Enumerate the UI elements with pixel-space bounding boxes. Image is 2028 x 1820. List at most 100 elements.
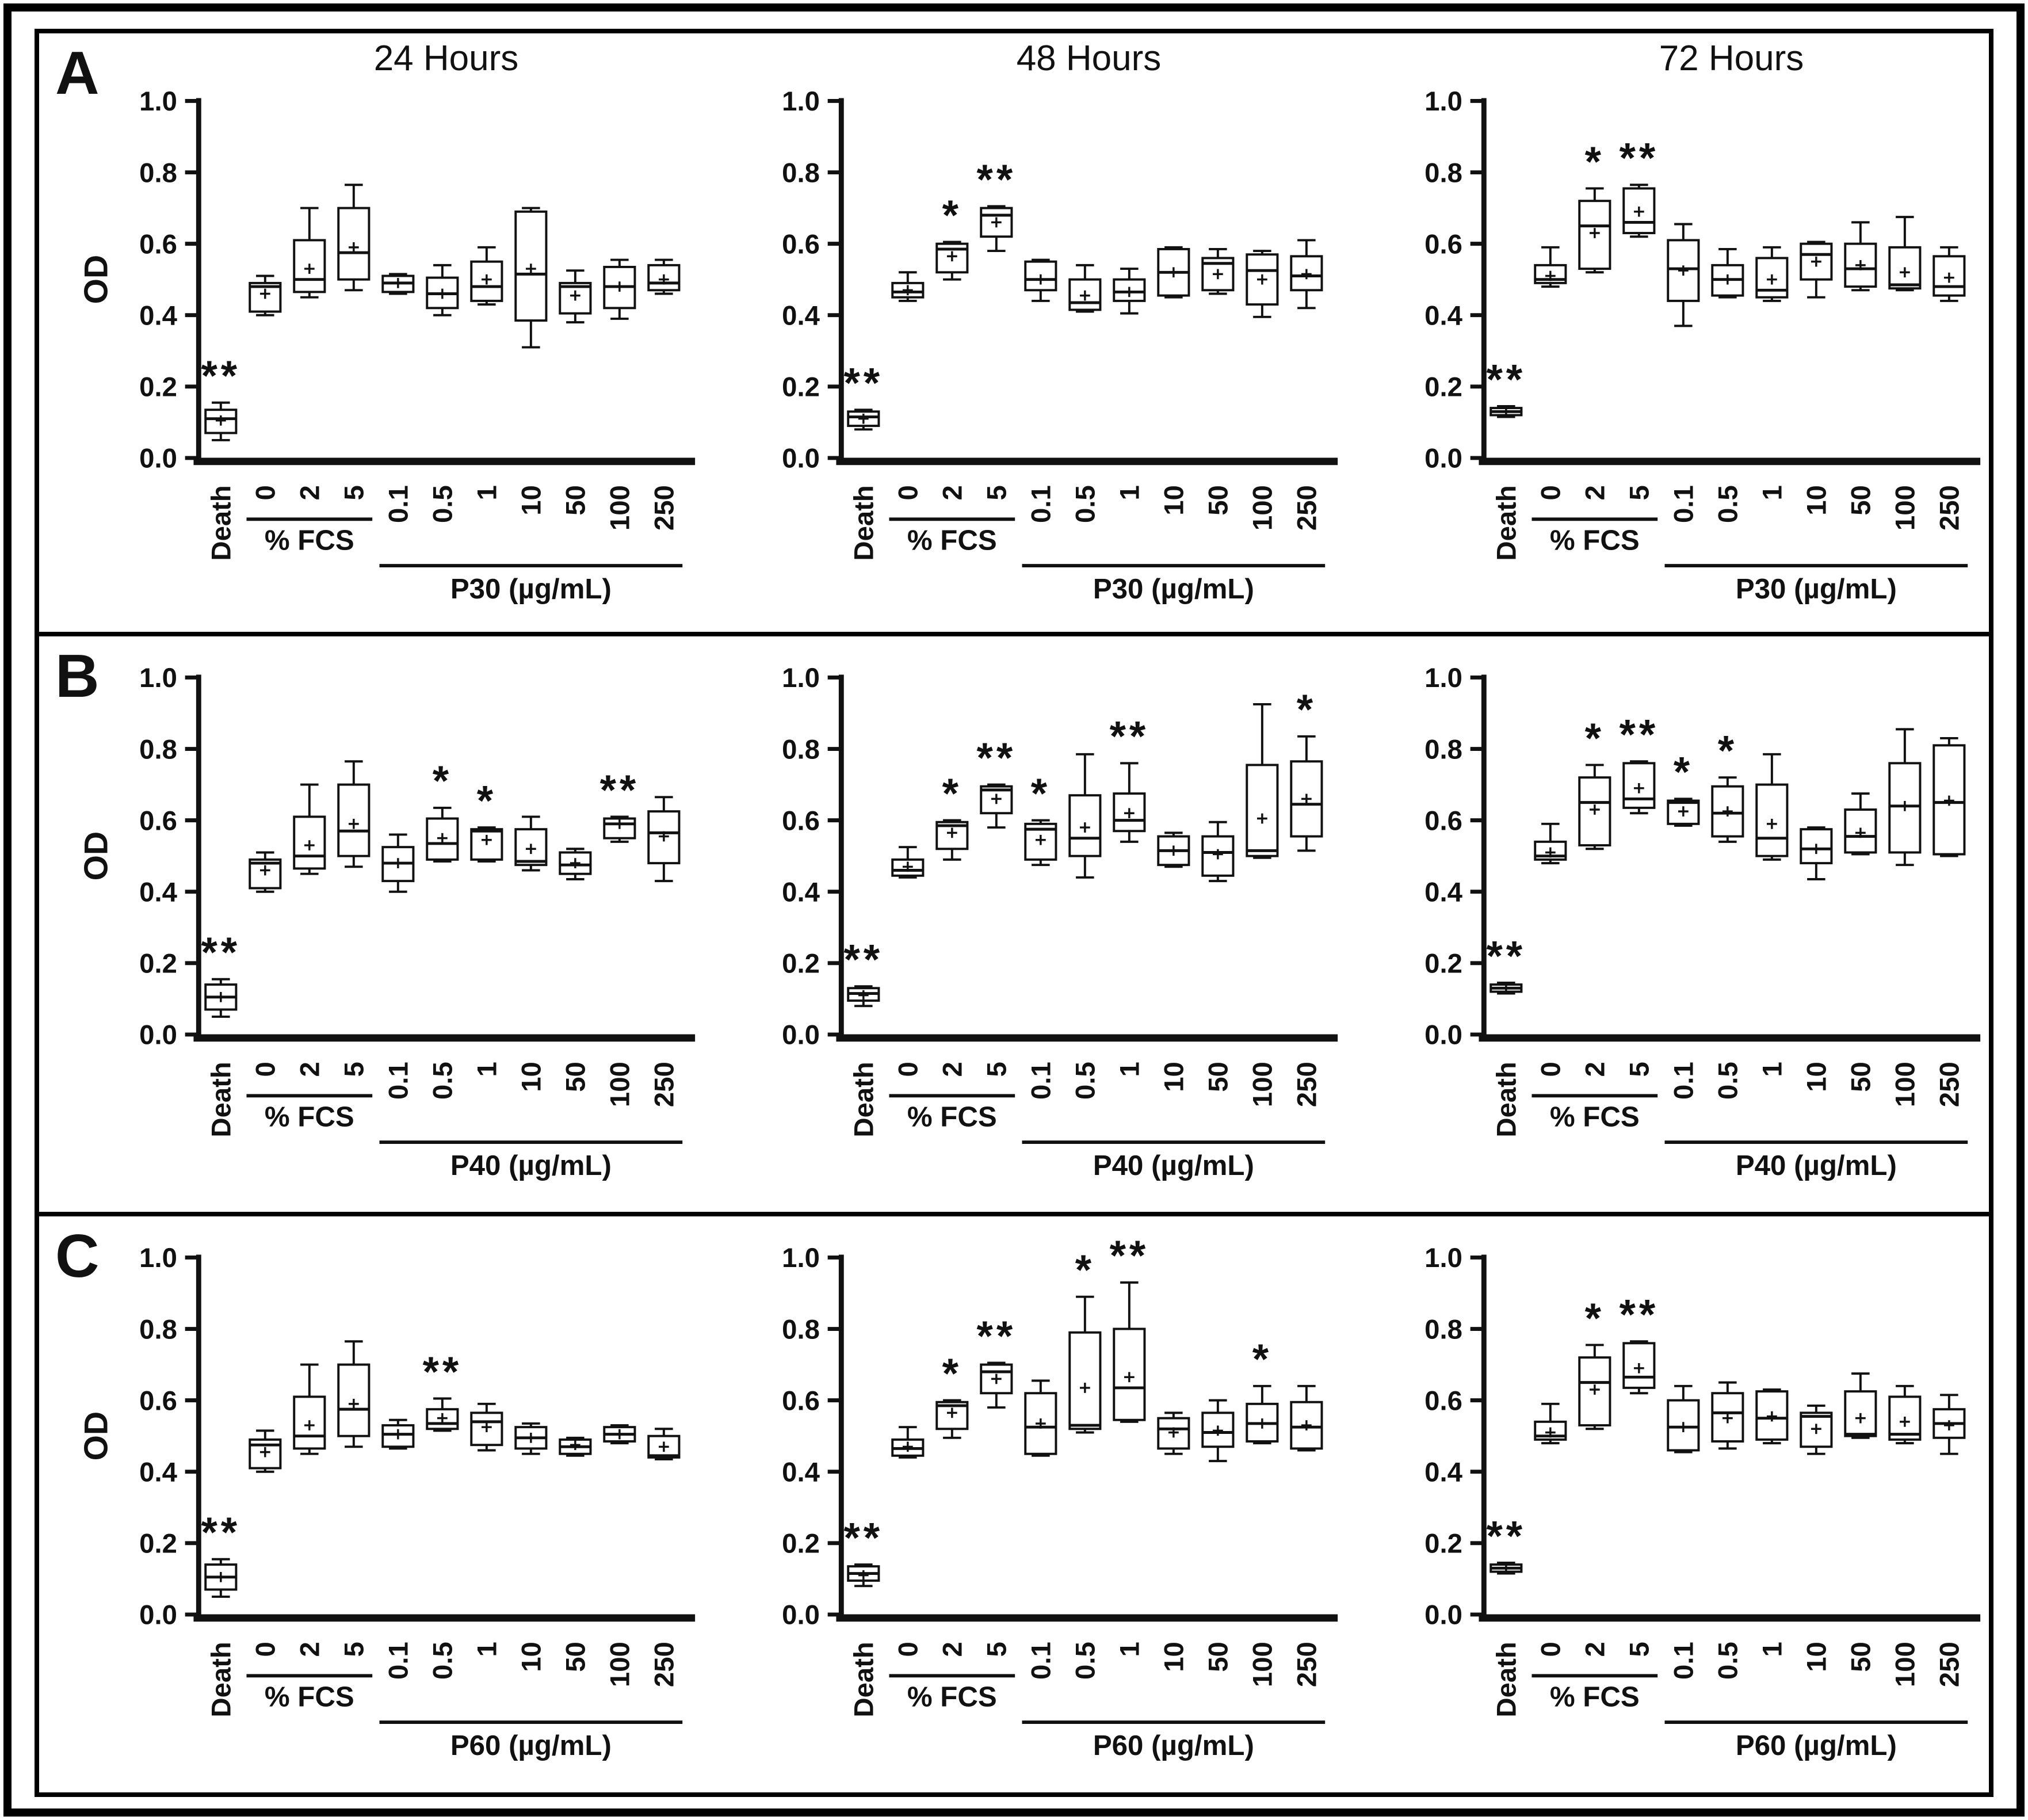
- boxplot-A-24hours: 0.0 0.2 0.4 0.6 0.8 1.0 OD ** Death 0 2 5 0.1 0.5 1 10 5…: [78, 86, 696, 605]
- box-1: ** 1: [1110, 713, 1149, 1077]
- box-0.5: ** 0.5: [423, 1349, 459, 1680]
- significance-stars: *: [1297, 686, 1316, 733]
- x-category-label: 250: [1935, 1062, 1965, 1107]
- x-category-label: 5: [339, 485, 370, 500]
- significance-stars: **: [1487, 933, 1526, 979]
- x-category-label: 2: [295, 1062, 326, 1077]
- significance-stars: **: [201, 1509, 241, 1556]
- boxplot-A-72hours: 0.00.20.40.60.81.0**Death 0*2**5 0.1 0.5 1 10…: [1424, 86, 1981, 605]
- box-250: 250: [1290, 239, 1323, 531]
- dose-group-label: P40 (µg/mL): [1736, 1150, 1897, 1181]
- axes: 0.0 0.2 0.4 0.6 0.8 1.0: [139, 1243, 696, 1631]
- dose-group-label: P30 (µg/mL): [1093, 573, 1254, 605]
- box-Death: ** Death: [1487, 933, 1526, 1138]
- significance-stars: **: [1110, 713, 1149, 760]
- y-tick-label: 0.8: [782, 1314, 820, 1345]
- x-category-label: 0.1: [1026, 1642, 1057, 1680]
- box-Death: ** Death: [1487, 1513, 1523, 1718]
- significance-stars: **: [977, 157, 1017, 203]
- axes: 0.0 0.2 0.4 0.6 0.8 1.0: [1424, 1243, 1981, 1631]
- x-category-label: Death: [1492, 1062, 1522, 1137]
- chart-c-48h: 0.0 0.2 0.4 0.6 0.8 1.0 ** Death 0 * 2 ** 5 0.1 * 0.5 **…: [702, 1236, 1343, 1780]
- box-1: 1: [470, 246, 503, 501]
- x-category-label: 0: [1536, 485, 1567, 500]
- dose-group-label: P30 (µg/mL): [450, 573, 612, 605]
- x-category-label: 0.5: [1713, 1642, 1744, 1680]
- x-category-label: 10: [1159, 485, 1190, 516]
- y-tick-label: 0.0: [1424, 1020, 1462, 1051]
- box-10: 10: [1800, 241, 1833, 516]
- x-category-label: 5: [982, 1642, 1013, 1657]
- x-category-label: 0.1: [384, 1642, 414, 1680]
- x-category-label: 0.5: [428, 1642, 459, 1680]
- column-titles: 24 Hours 48 Hours 72 Hours: [39, 33, 1989, 79]
- box-250: 250: [647, 1428, 681, 1687]
- y-tick-label: 0.0: [1424, 444, 1462, 474]
- significance-stars: **: [600, 767, 640, 814]
- fcs-group-label: % FCS: [907, 1101, 997, 1133]
- y-tick-label: 1.0: [782, 663, 820, 693]
- x-category-label: 10: [1802, 485, 1832, 516]
- box-250: 250: [647, 796, 681, 1107]
- box-0.1: 0.1: [381, 833, 415, 1100]
- x-category-label: 50: [561, 1062, 591, 1092]
- x-category-label: 50: [561, 1642, 591, 1672]
- x-category-label: 10: [517, 1642, 547, 1672]
- panel-letter-a: A: [55, 39, 100, 107]
- box-100: 100: [1888, 216, 1922, 531]
- dose-group-label: P60 (µg/mL): [450, 1730, 612, 1761]
- box-5: 5: [337, 184, 371, 501]
- x-category-label: Death: [207, 1062, 237, 1137]
- significance-stars: *: [1585, 1295, 1605, 1342]
- y-tick-label: 0.4: [782, 300, 820, 331]
- box-100: 100: [1246, 250, 1279, 531]
- x-category-label: 1: [1758, 485, 1788, 500]
- x-category-label: 250: [1292, 485, 1323, 531]
- box-0.1: 0.1: [1024, 1379, 1057, 1680]
- axes: 0.0 0.2 0.4 0.6 0.8 1.0: [782, 1243, 1338, 1631]
- dose-group-label: P60 (µg/mL): [1736, 1730, 1897, 1761]
- y-tick-label: 0.8: [139, 158, 177, 188]
- fcs-group-label: % FCS: [1550, 525, 1640, 556]
- y-tick-label: 0.0: [139, 444, 177, 474]
- x-category-label: 1: [472, 1642, 503, 1657]
- x-category-label: 250: [650, 485, 680, 531]
- axes: 0.0 0.2 0.4 0.6 0.8 1.0: [1424, 86, 1981, 474]
- y-tick-label: 0.2: [1424, 949, 1462, 979]
- y-tick-label: 0.8: [139, 734, 177, 765]
- panel-row-b: B 0.0 0.2 0.4 0.6 0.8 1.0 OD ** Death 0 2 5 0.1 * 0.5 *…: [39, 632, 1989, 1212]
- box-5: 5: [337, 1340, 371, 1657]
- x-category-label: 2: [938, 485, 968, 500]
- significance-stars: **: [201, 929, 241, 976]
- y-tick-label: 0.2: [782, 949, 820, 979]
- boxplot-C-24hours: 0.00.20.40.60.81.0OD**Death 0 2 5 0.1**0.5 1 1…: [78, 1243, 696, 1761]
- y-tick-label: 0.0: [782, 1020, 820, 1051]
- x-category-label: 5: [982, 485, 1013, 500]
- x-category-label: 0.5: [428, 1062, 459, 1100]
- column-title-48h: 48 Hours: [1016, 38, 1162, 78]
- figure-frame: A 24 Hours 48 Hours 72 Hours 0.0 0.2 0.4 0.…: [3, 3, 2025, 1817]
- x-category-label: 50: [1204, 485, 1234, 516]
- panel-a-plots: 0.0 0.2 0.4 0.6 0.8 1.0 OD ** Death 0 2 5 0.1 0.5 1 10 5…: [39, 79, 1989, 624]
- y-tick-label: 1.0: [782, 86, 820, 117]
- x-category-label: 0.1: [1669, 485, 1699, 523]
- x-category-label: 2: [1580, 485, 1611, 500]
- box-0.5: 0.5: [1711, 1381, 1744, 1680]
- box-2: *2: [1578, 715, 1611, 1077]
- significance-stars: *: [1585, 139, 1605, 185]
- boxplot-B-48hours: 0.00.20.40.60.81.0**Death 0*2**5*0.1 0.5**…: [782, 663, 1338, 1181]
- significance-stars: *: [942, 1350, 962, 1397]
- y-tick-label: 0.8: [1424, 158, 1462, 188]
- significance-stars: **: [201, 353, 241, 399]
- significance-stars: **: [1620, 1292, 1659, 1338]
- y-tick-label: 1.0: [1424, 1243, 1462, 1273]
- x-category-label: 100: [1248, 1062, 1278, 1107]
- box-0.1: * 0.1: [1024, 770, 1057, 1100]
- box-2: *2: [1578, 1295, 1611, 1657]
- fcs-group-label: % FCS: [1550, 1101, 1640, 1133]
- x-category-label: 1: [1115, 485, 1145, 500]
- x-category-label: 250: [1292, 1062, 1323, 1107]
- x-category-label: 250: [1292, 1642, 1323, 1687]
- axes: 0.0 0.2 0.4 0.6 0.8 1.0: [1424, 663, 1981, 1051]
- y-axis-label: OD: [78, 1411, 115, 1461]
